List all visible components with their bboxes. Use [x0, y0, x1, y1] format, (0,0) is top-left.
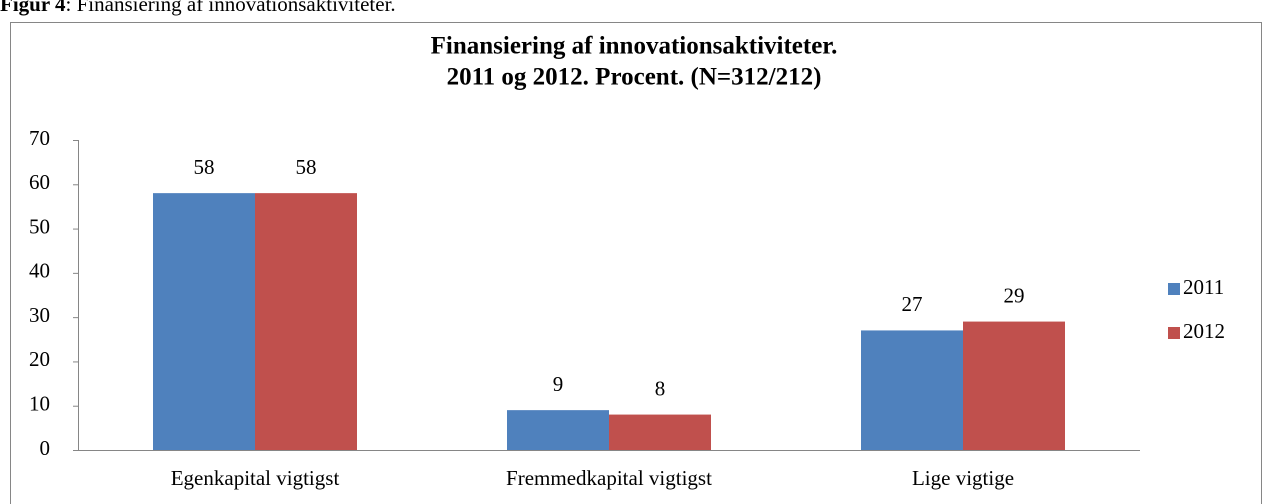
bar [963, 321, 1065, 450]
y-tick-label: 50 [29, 214, 50, 238]
legend-label: 2012 [1183, 319, 1225, 343]
chart-title: 2011 og 2012. Procent. (N=312/212) [447, 64, 822, 91]
x-tick-label: Fremmedkapital vigtigst [506, 466, 712, 490]
y-tick-label: 60 [29, 170, 50, 194]
x-tick-label: Egenkapital vigtigst [171, 466, 340, 490]
legend-label: 2011 [1183, 275, 1224, 299]
y-tick-label: 20 [29, 347, 50, 371]
caption-text: : Finansiering af innovationsaktiviteter… [66, 0, 396, 16]
y-tick-label: 0 [40, 436, 51, 460]
data-label: 8 [655, 376, 666, 400]
chart-frame [10, 22, 1262, 504]
chart-title: Finansiering af innovationsaktiviteter. [431, 33, 838, 60]
bar [861, 330, 963, 450]
caption-label: Figur 4 [0, 0, 66, 16]
y-tick-label: 40 [29, 259, 50, 283]
bar [153, 193, 255, 450]
legend-swatch [1168, 283, 1180, 295]
bar [255, 193, 357, 450]
y-tick-label: 10 [29, 392, 50, 416]
legend-swatch [1168, 327, 1180, 339]
data-label: 27 [902, 292, 923, 316]
bar [609, 414, 711, 450]
y-tick-label: 70 [29, 126, 50, 150]
caption: Figur 4: Finansiering af innovationsakti… [0, 0, 396, 16]
data-label: 29 [1004, 283, 1025, 307]
data-label: 58 [296, 155, 317, 179]
y-tick-label: 30 [29, 303, 50, 327]
x-tick-label: Lige vigtige [912, 466, 1014, 490]
data-label: 9 [553, 372, 564, 396]
bar [507, 410, 609, 450]
data-label: 58 [194, 155, 215, 179]
